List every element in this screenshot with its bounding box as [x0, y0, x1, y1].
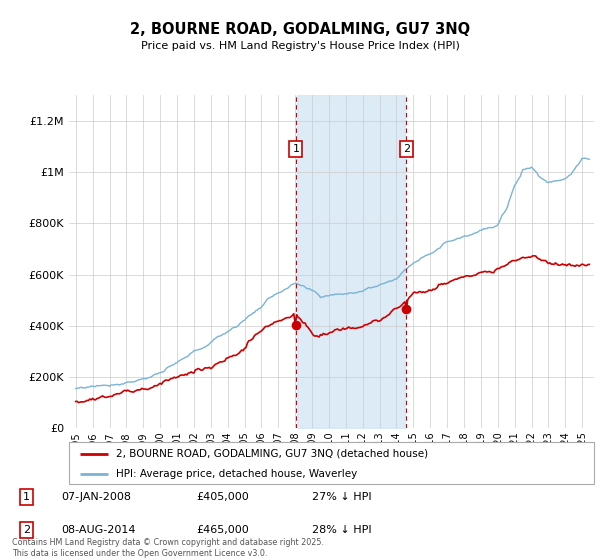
Text: 2: 2 — [403, 144, 410, 154]
Text: 1: 1 — [23, 492, 30, 502]
Text: HPI: Average price, detached house, Waverley: HPI: Average price, detached house, Wave… — [116, 469, 358, 479]
Text: Contains HM Land Registry data © Crown copyright and database right 2025.
This d: Contains HM Land Registry data © Crown c… — [12, 538, 324, 558]
Text: 08-AUG-2014: 08-AUG-2014 — [61, 525, 136, 535]
Text: 2: 2 — [23, 525, 30, 535]
Text: 2, BOURNE ROAD, GODALMING, GU7 3NQ: 2, BOURNE ROAD, GODALMING, GU7 3NQ — [130, 22, 470, 38]
Text: 1: 1 — [292, 144, 299, 154]
Text: Price paid vs. HM Land Registry's House Price Index (HPI): Price paid vs. HM Land Registry's House … — [140, 41, 460, 51]
Text: £405,000: £405,000 — [196, 492, 249, 502]
Text: 27% ↓ HPI: 27% ↓ HPI — [311, 492, 371, 502]
Text: 28% ↓ HPI: 28% ↓ HPI — [311, 525, 371, 535]
Text: £465,000: £465,000 — [196, 525, 249, 535]
Text: 2, BOURNE ROAD, GODALMING, GU7 3NQ (detached house): 2, BOURNE ROAD, GODALMING, GU7 3NQ (deta… — [116, 449, 428, 459]
FancyBboxPatch shape — [69, 442, 594, 484]
Text: 07-JAN-2008: 07-JAN-2008 — [61, 492, 131, 502]
